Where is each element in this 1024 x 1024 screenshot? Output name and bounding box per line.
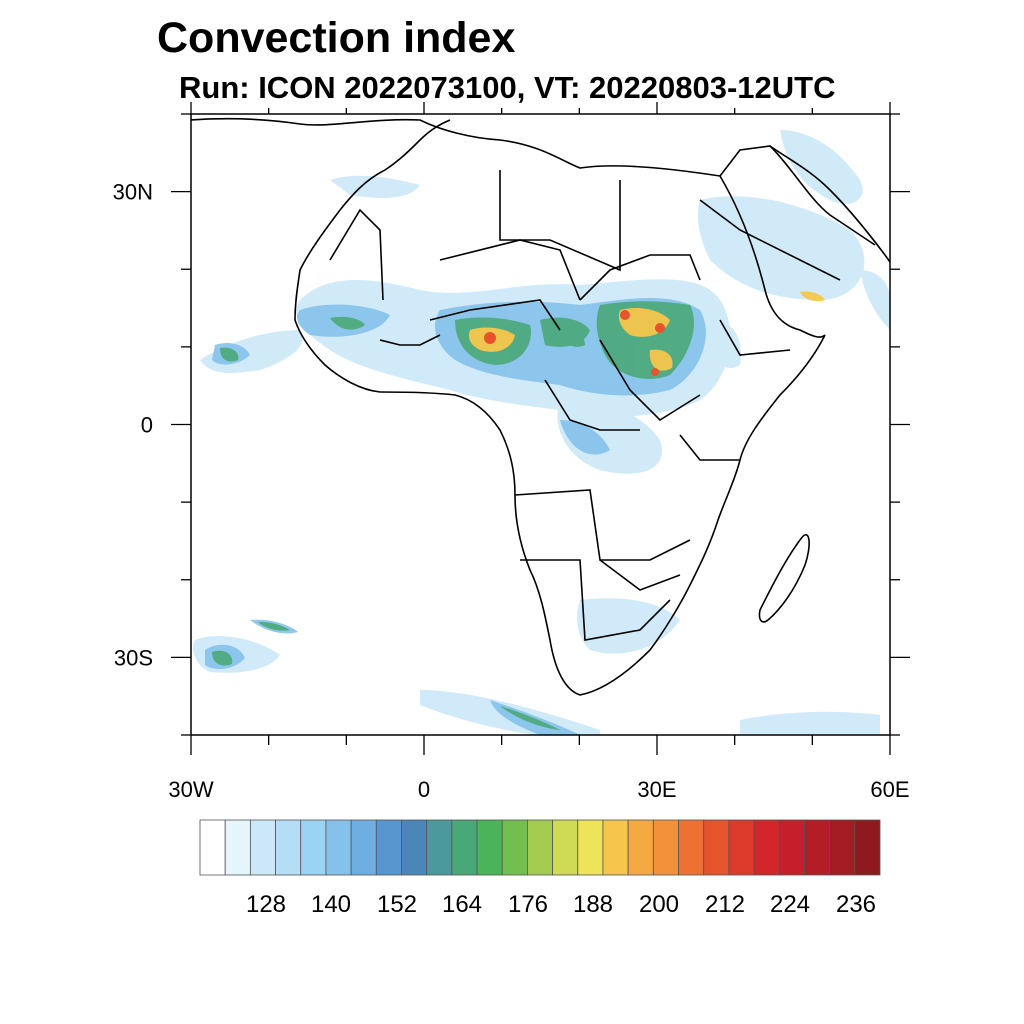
colorbar <box>199 819 881 876</box>
lon-tick-label: 30E <box>637 777 676 802</box>
colorbar-box <box>854 819 881 876</box>
colorbar-box <box>375 819 402 876</box>
lon-tick-label: 0 <box>418 777 430 802</box>
colorbar-box <box>552 819 579 876</box>
colorbar-label: 140 <box>311 891 351 918</box>
colorbar-box <box>753 819 780 876</box>
lat-tick-label: 30N <box>113 180 153 205</box>
lon-tick-label: 60E <box>870 777 909 802</box>
colorbar-box <box>602 819 629 876</box>
convection-field <box>193 130 890 735</box>
colorbar-box <box>300 819 327 876</box>
colorbar-box <box>224 819 251 876</box>
colorbar-box <box>249 819 276 876</box>
colorbar-box <box>350 819 377 876</box>
colorbar-label: 176 <box>508 891 548 918</box>
colorbar-box <box>199 819 226 876</box>
colorbar-label: 224 <box>770 891 810 918</box>
colorbar-box <box>401 819 428 876</box>
colorbar-label: 164 <box>442 891 482 918</box>
colorbar-box <box>426 819 453 876</box>
colorbar-label: 128 <box>246 891 286 918</box>
colorbar-box <box>829 819 856 876</box>
axis-tick-labels: 30W 0 30E 60E 30N 0 30S <box>113 180 910 802</box>
colorbar-box <box>451 819 478 876</box>
lat-tick-label: 30S <box>114 645 153 670</box>
colorbar-box <box>577 819 604 876</box>
colorbar-box <box>627 819 654 876</box>
axis-ticks <box>171 102 910 755</box>
colorbar-box <box>275 819 302 876</box>
colorbar-box <box>325 819 352 876</box>
colorbar-box <box>703 819 730 876</box>
colorbar-box <box>476 819 503 876</box>
colorbar-box <box>678 819 705 876</box>
colorbar-box <box>778 819 805 876</box>
colorbar-labels: 128 140 152 164 176 188 200 212 224 236 <box>246 891 876 918</box>
colorbar-label: 152 <box>377 891 417 918</box>
colorbar-label: 188 <box>573 891 613 918</box>
colorbar-label: 236 <box>836 891 876 918</box>
lat-tick-label: 0 <box>141 413 153 438</box>
colorbar-box <box>652 819 679 876</box>
colorbar-box <box>728 819 755 876</box>
lon-tick-label: 30W <box>168 777 213 802</box>
colorbar-box <box>804 819 831 876</box>
colorbar-label: 212 <box>705 891 745 918</box>
colorbar-box <box>501 819 528 876</box>
colorbar-label: 200 <box>639 891 679 918</box>
colorbar-box <box>527 819 553 876</box>
coastlines <box>191 118 890 696</box>
chart-title: Convection index <box>157 14 516 62</box>
chart-subtitle: Run: ICON 2022073100, VT: 20220803-12UTC <box>179 70 836 105</box>
